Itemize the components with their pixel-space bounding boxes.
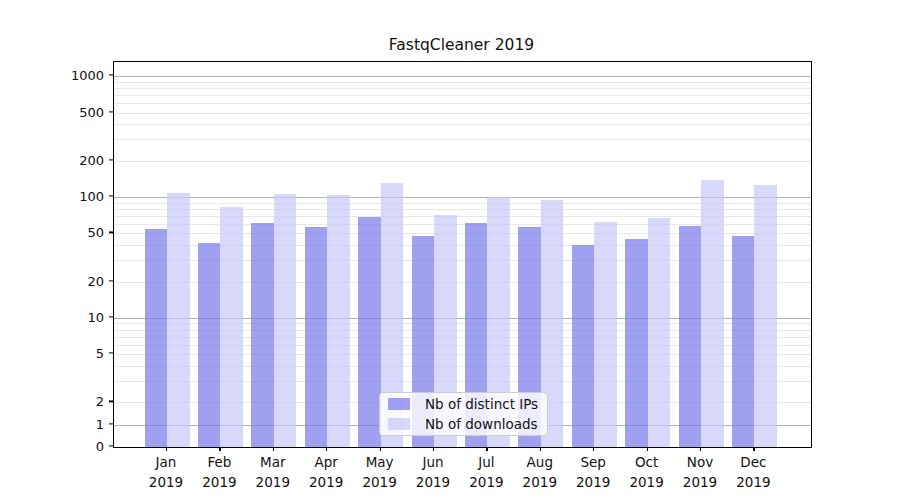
y-tick-label-100: 100	[44, 189, 104, 204]
y-tick-mark	[109, 280, 113, 281]
chart-title: FastqCleaner 2019	[113, 36, 810, 54]
bar-ips-dec	[732, 236, 755, 448]
y-tick-mark	[109, 195, 113, 196]
bar-downloads-jan	[167, 193, 190, 447]
bar-downloads-apr	[327, 195, 350, 447]
y-tick-label-200: 200	[44, 152, 104, 167]
y-tick-label-50: 50	[44, 225, 104, 240]
x-tick-mark	[219, 447, 220, 451]
bar-downloads-nov	[701, 180, 724, 447]
minor-gridline	[114, 139, 811, 140]
bar-ips-jan	[145, 229, 168, 447]
legend-label-downloads: Nb of downloads	[425, 416, 538, 432]
minor-gridline	[114, 113, 811, 114]
legend: Nb of distinct IPs Nb of downloads	[379, 392, 548, 436]
bar-ips-apr	[305, 227, 328, 447]
bar-downloads-oct	[648, 218, 671, 447]
y-tick-mark	[109, 159, 113, 160]
minor-gridline	[114, 161, 811, 162]
y-tick-mark	[109, 423, 113, 424]
legend-entry-distinct-ips: Nb of distinct IPs	[380, 395, 547, 413]
y-tick-label-10: 10	[44, 309, 104, 324]
bar-ips-sep	[572, 245, 595, 447]
minor-gridline	[114, 95, 811, 96]
major-gridline	[114, 76, 811, 77]
y-tick-label-1: 1	[44, 416, 104, 431]
bar-ips-nov	[679, 226, 702, 447]
legend-swatch-downloads	[388, 418, 410, 430]
y-tick-mark	[109, 111, 113, 112]
x-tick-mark	[433, 447, 434, 451]
legend-label-distinct-ips: Nb of distinct IPs	[425, 396, 538, 412]
minor-gridline	[114, 88, 811, 89]
x-tick-mark	[647, 447, 648, 451]
y-tick-label-20: 20	[44, 273, 104, 288]
bar-downloads-sep	[594, 222, 617, 447]
chart-canvas: FastqCleaner 2019 0 1 2 5 10 20 50 100 200 500 100…	[0, 0, 900, 500]
x-tick-mark	[486, 447, 487, 451]
x-tick-month: Dec	[713, 452, 793, 472]
x-tick-mark	[593, 447, 594, 451]
x-tick-mark	[540, 447, 541, 451]
bar-ips-feb	[198, 243, 221, 448]
legend-entry-downloads: Nb of downloads	[380, 416, 547, 434]
x-tick-label-dec: Dec2019	[713, 452, 793, 492]
bar-ips-oct	[625, 239, 648, 447]
y-tick-mark	[109, 353, 113, 354]
x-tick-year: 2019	[713, 472, 793, 492]
x-tick-mark	[326, 447, 327, 451]
y-tick-mark	[109, 445, 113, 446]
y-tick-mark	[109, 401, 113, 402]
y-tick-label-0: 0	[44, 439, 104, 454]
y-tick-mark	[109, 316, 113, 317]
x-tick-mark	[273, 447, 274, 451]
plot-area	[113, 61, 812, 448]
y-tick-label-2: 2	[44, 394, 104, 409]
x-tick-mark	[700, 447, 701, 451]
y-tick-mark	[109, 75, 113, 76]
bar-ips-may	[358, 217, 381, 448]
legend-swatch-distinct-ips	[388, 398, 410, 410]
bar-downloads-feb	[220, 207, 243, 447]
bar-downloads-mar	[274, 194, 297, 447]
y-tick-label-500: 500	[44, 104, 104, 119]
minor-gridline	[114, 82, 811, 83]
y-tick-mark	[109, 232, 113, 233]
bar-downloads-dec	[754, 185, 777, 447]
y-tick-label-1000: 1000	[44, 68, 104, 83]
x-tick-mark	[380, 447, 381, 451]
minor-gridline	[114, 103, 811, 104]
bar-ips-mar	[251, 223, 274, 447]
minor-gridline	[114, 124, 811, 125]
y-tick-label-5: 5	[44, 346, 104, 361]
x-tick-mark	[753, 447, 754, 451]
x-tick-mark	[166, 447, 167, 451]
